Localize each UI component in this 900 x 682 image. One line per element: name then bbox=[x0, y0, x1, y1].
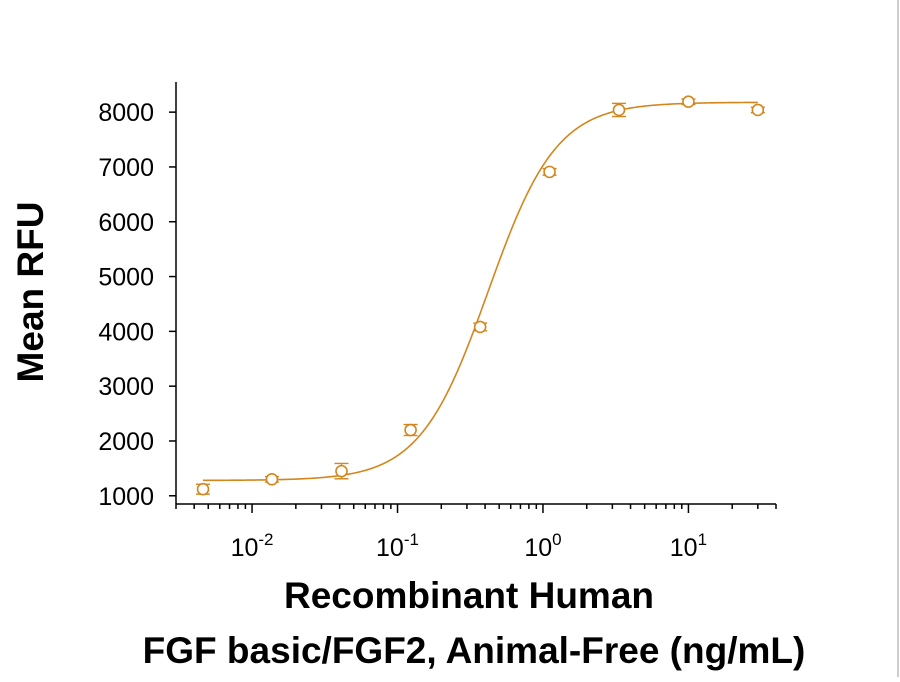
data-point bbox=[473, 320, 488, 334]
y-tick-label: 4000 bbox=[98, 318, 154, 346]
x-tick-label: 10-2 bbox=[231, 530, 274, 562]
x-axis-title-line-2: FGF basic/FGF2, Animal-Free (ng/mL) bbox=[143, 630, 806, 671]
x-axis-title-line-1: Recombinant Human bbox=[284, 575, 654, 616]
data-points-layer bbox=[196, 95, 765, 496]
x-tick-label: 10-1 bbox=[376, 530, 419, 562]
point-marker bbox=[612, 103, 626, 117]
fit-curve bbox=[203, 101, 758, 482]
point-marker bbox=[751, 103, 765, 117]
y-tick-label: 2000 bbox=[98, 428, 154, 456]
y-tick-label: 6000 bbox=[98, 209, 154, 237]
data-point bbox=[264, 473, 279, 486]
fit-curve-layer bbox=[203, 101, 758, 482]
data-point bbox=[403, 423, 418, 437]
point-marker bbox=[543, 165, 556, 179]
data-point bbox=[542, 165, 557, 179]
point-marker bbox=[196, 482, 210, 496]
y-tick-label: 8000 bbox=[98, 99, 154, 127]
x-tick-label: 100 bbox=[524, 530, 561, 562]
data-point bbox=[334, 462, 349, 480]
y-tick-label: 3000 bbox=[98, 373, 154, 401]
point-marker bbox=[335, 464, 348, 478]
y-tick-label: 7000 bbox=[98, 154, 154, 182]
point-marker bbox=[265, 473, 279, 486]
point-marker bbox=[473, 320, 487, 334]
data-point bbox=[750, 103, 765, 117]
point-marker bbox=[682, 95, 695, 109]
y-tick-label: 1000 bbox=[98, 483, 154, 511]
data-point bbox=[611, 102, 626, 118]
x-tick-label: 101 bbox=[670, 530, 707, 562]
y-axis-title: Mean RFU bbox=[10, 202, 51, 383]
data-point bbox=[681, 95, 696, 109]
axes: 1000 2000 3000 4000 5000 6000 7000 8000 10-2 10-1… bbox=[98, 82, 777, 562]
data-point bbox=[196, 482, 211, 496]
y-tick-label: 5000 bbox=[98, 264, 154, 292]
point-marker bbox=[404, 423, 417, 437]
